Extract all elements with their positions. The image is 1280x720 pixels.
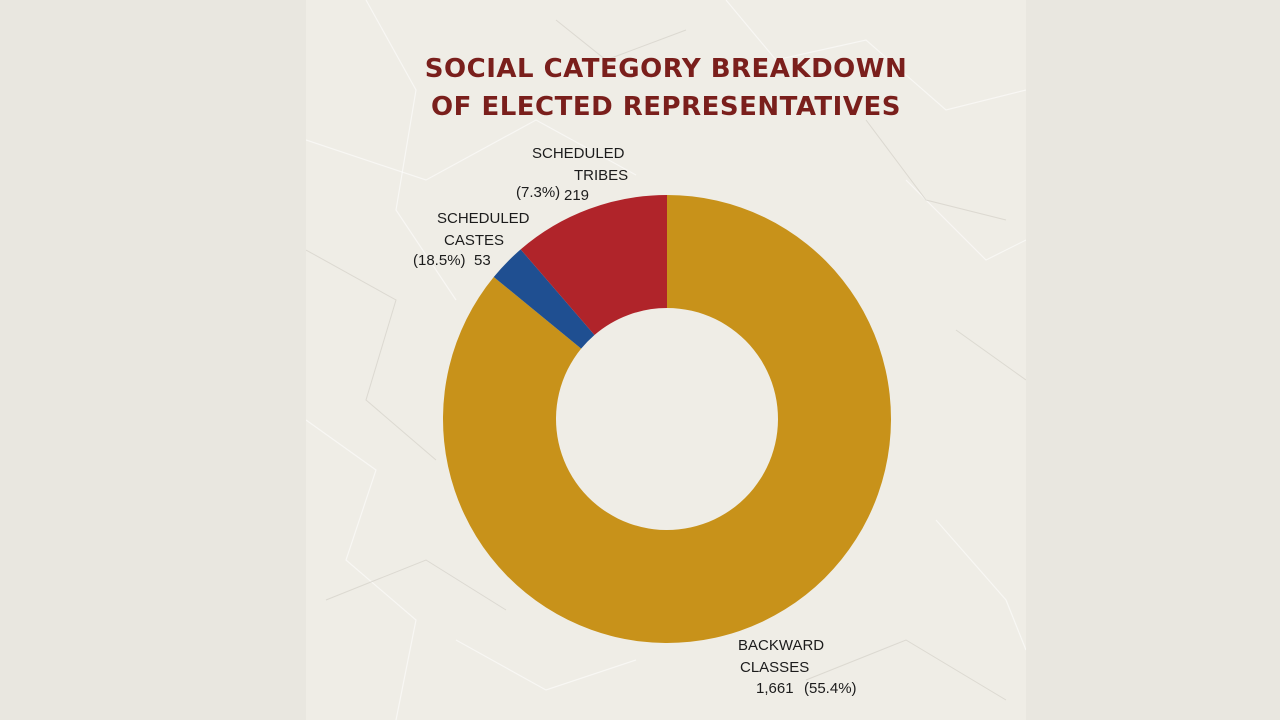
scheduled-tribes-label-line-1: SCHEDULED xyxy=(532,145,625,162)
backward-classes-label-line-1: BACKWARD xyxy=(738,637,825,654)
chart-title-line-1: SOCIAL CATEGORY BREAKDOWN xyxy=(424,54,908,84)
donut-slice-scheduled-tribes xyxy=(520,195,667,335)
scheduled-tribes-label-line-2: TRIBES xyxy=(574,167,629,184)
paper-crease-texture xyxy=(306,0,1026,720)
scheduled-castes-label-line-2: CASTES xyxy=(444,232,505,249)
scheduled-castes-value: 53 xyxy=(474,252,491,269)
backward-classes-label-line-2: CLASSES xyxy=(740,659,810,676)
scheduled-tribes-percent: (7.3%) xyxy=(516,184,561,201)
crumpled-paper-card: SOCIAL CATEGORY BREAKDOWN OF ELECTED REP… xyxy=(306,0,1026,720)
scheduled-castes-percent: (18.5%) xyxy=(413,252,466,269)
backward-classes-percent: (55.4%) xyxy=(804,680,857,697)
left-background-margin xyxy=(0,0,306,720)
donut-chart xyxy=(443,195,891,644)
chart-title-line-2: OF ELECTED REPRESENTATIVES xyxy=(431,92,901,122)
backward-classes-value: 1,661 xyxy=(756,680,794,697)
donut-slice-backward-classes xyxy=(443,195,891,644)
scheduled-castes-label-line-1: SCHEDULED xyxy=(437,210,530,227)
scheduled-tribes-value: 219 xyxy=(564,187,590,204)
right-background-margin xyxy=(1026,0,1280,720)
donut-slice-scheduled-castes xyxy=(493,249,595,349)
